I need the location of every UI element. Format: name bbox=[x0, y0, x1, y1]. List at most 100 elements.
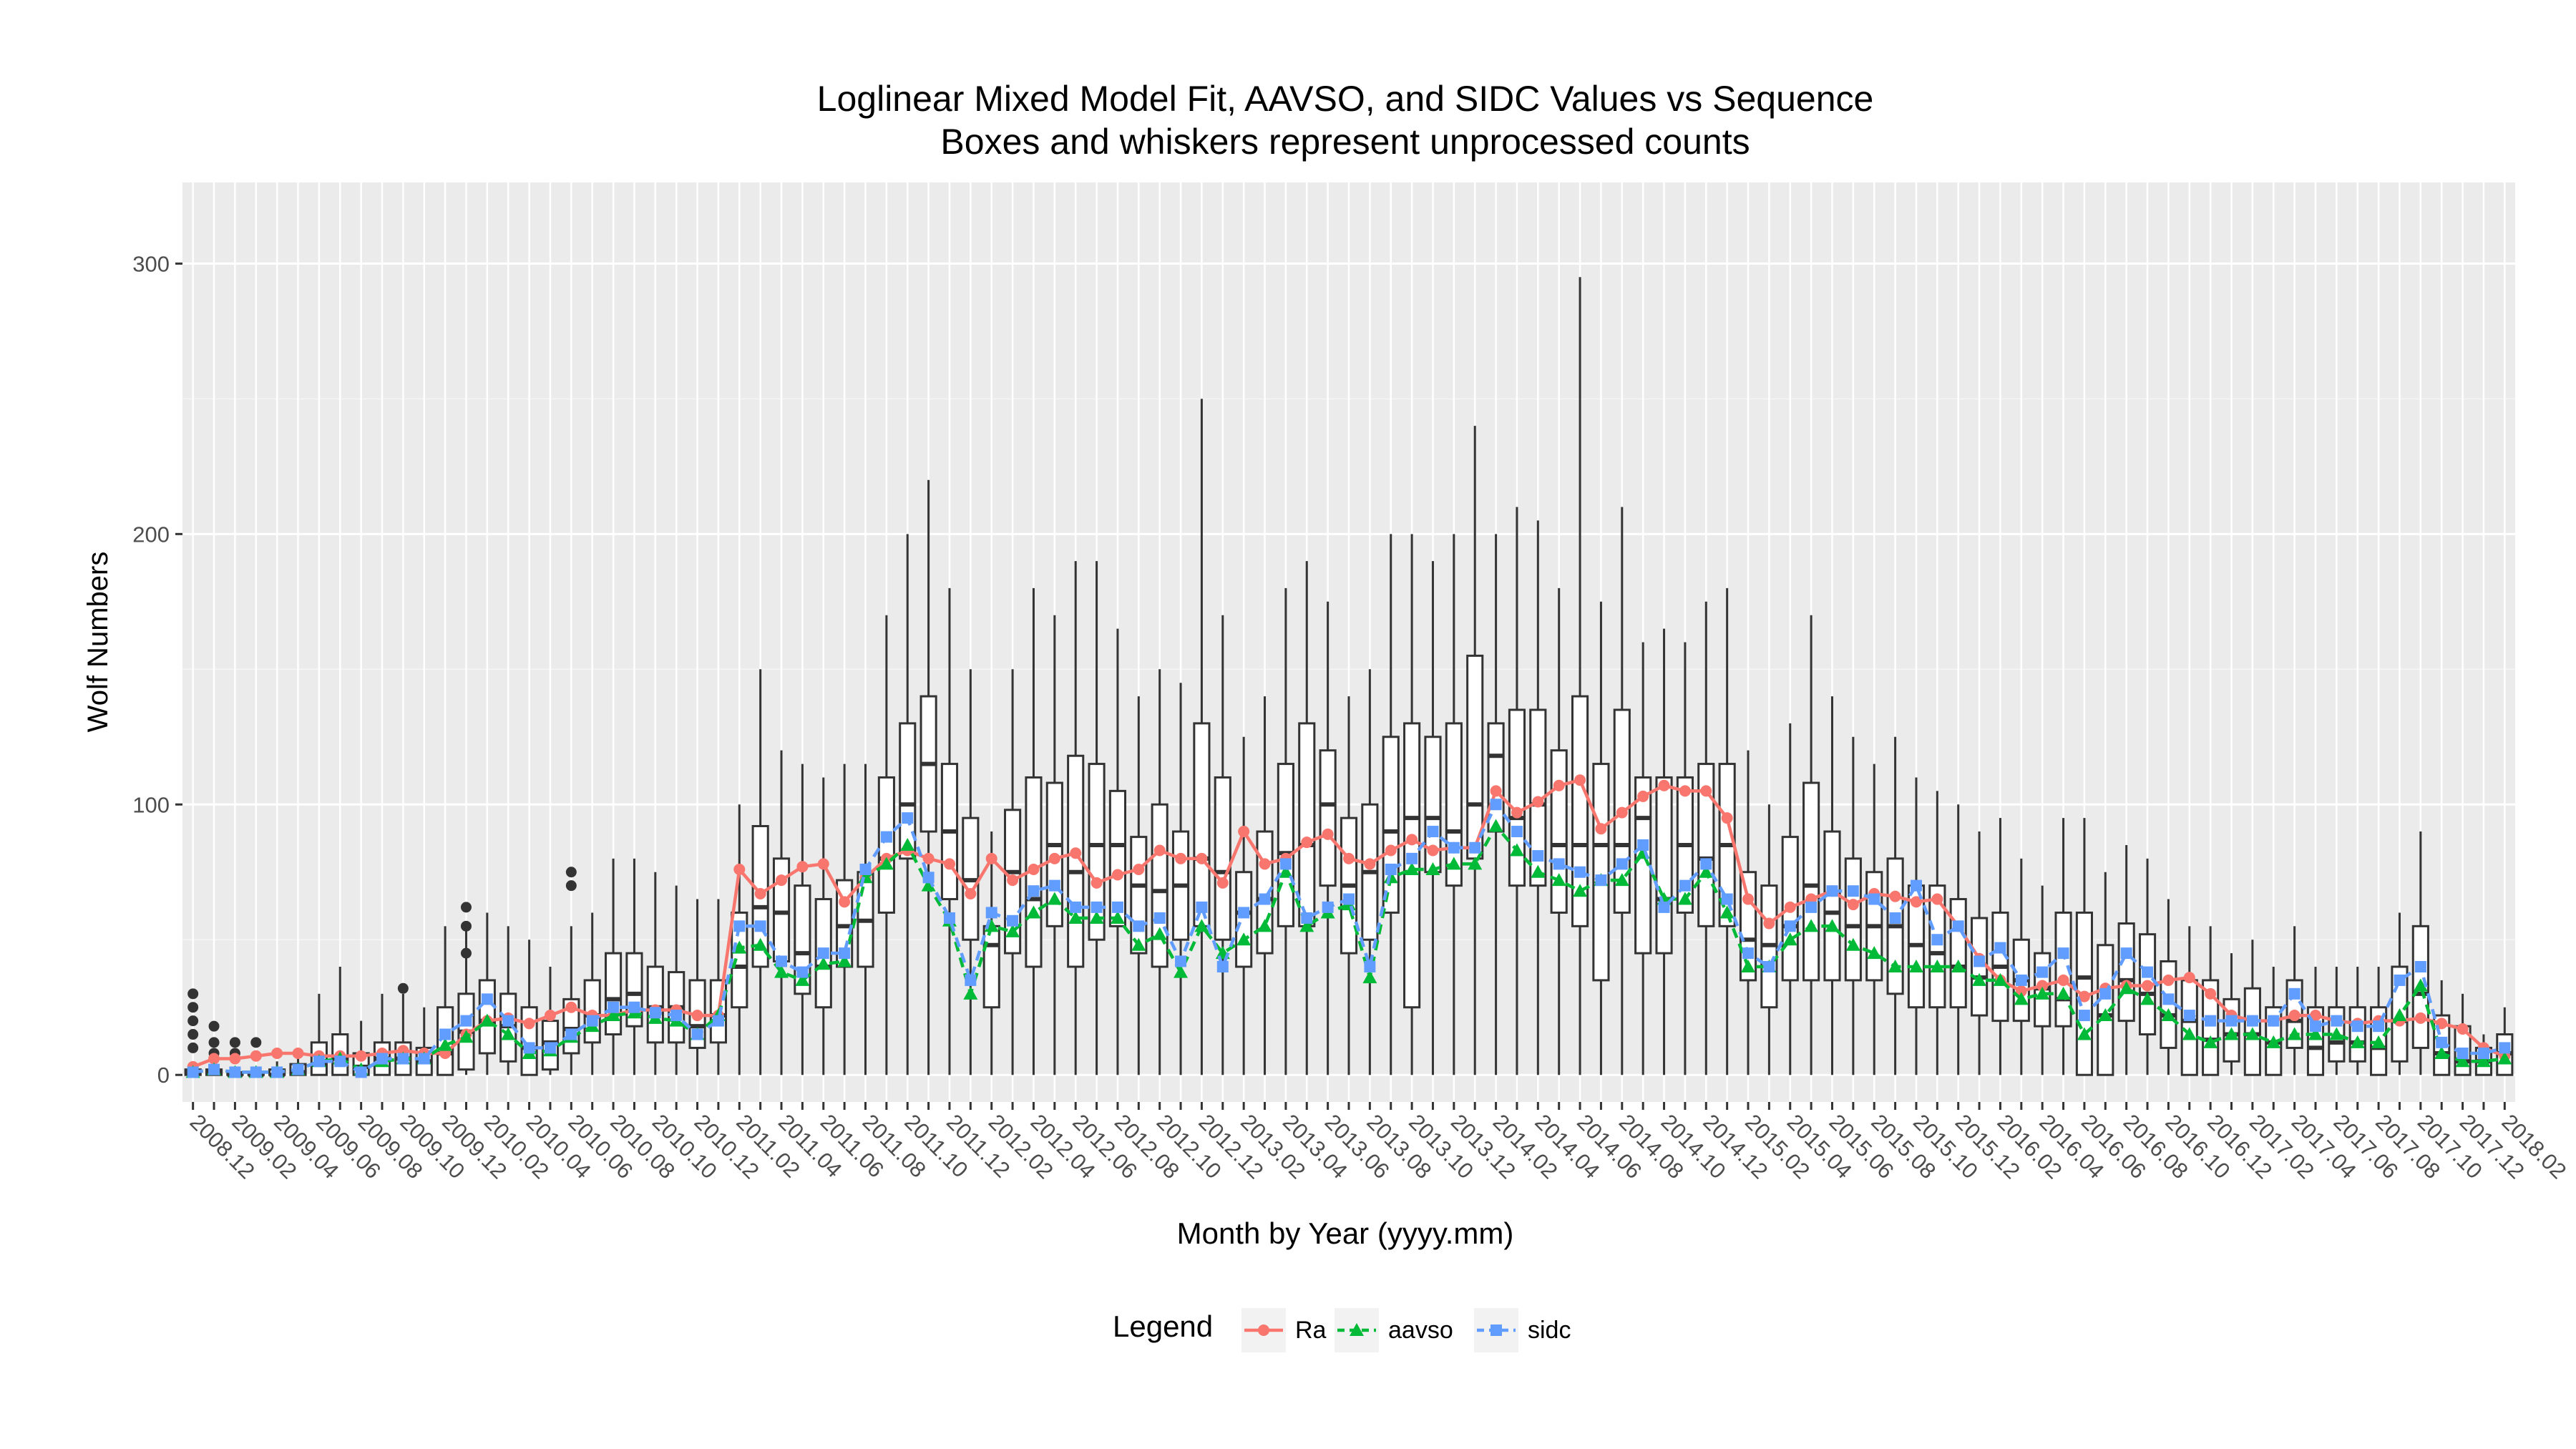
series-point-aavso bbox=[2287, 1027, 2302, 1040]
series-point-ra bbox=[733, 863, 746, 875]
series-point-sidc bbox=[943, 912, 955, 924]
series-point-aavso bbox=[1825, 919, 1840, 932]
series-point-ra bbox=[776, 874, 788, 887]
series-point-ra bbox=[1742, 893, 1755, 905]
series-point-ra bbox=[1931, 893, 1943, 905]
series-point-ra bbox=[1091, 877, 1103, 889]
series-point-sidc bbox=[2499, 1042, 2511, 1054]
y-tick-label: 100 bbox=[132, 792, 170, 817]
series-point-sidc bbox=[1448, 841, 1460, 854]
series-point-sidc bbox=[1616, 858, 1628, 870]
series-point-sidc bbox=[2436, 1036, 2448, 1048]
series-point-sidc bbox=[1490, 799, 1502, 811]
series-point-aavso bbox=[2455, 1054, 2470, 1068]
series-point-sidc bbox=[902, 812, 914, 824]
series-point-sidc bbox=[922, 872, 935, 884]
series-point-aavso bbox=[479, 1013, 494, 1027]
series-point-aavso bbox=[963, 986, 978, 1000]
box bbox=[1382, 736, 1400, 914]
series-point-aavso bbox=[2329, 1027, 2344, 1040]
series-point-sidc bbox=[776, 955, 788, 967]
series-point-aavso bbox=[1026, 905, 1041, 919]
series-point-ra bbox=[839, 896, 851, 908]
series-point-aavso bbox=[1405, 862, 1420, 875]
series-point-sidc bbox=[376, 1053, 389, 1065]
series-point-sidc bbox=[733, 920, 746, 932]
series-point-sidc bbox=[1364, 961, 1376, 973]
series-point-ra bbox=[1532, 796, 1544, 808]
legend-marker-aavso bbox=[1350, 1323, 1364, 1336]
series-point-ra bbox=[1070, 847, 1082, 859]
series-point-aavso bbox=[1488, 819, 1503, 832]
series-point-aavso bbox=[2308, 1027, 2323, 1040]
series-point-ra bbox=[2015, 985, 2027, 997]
series-point-ra bbox=[1111, 869, 1123, 881]
series-point-aavso bbox=[2161, 1008, 2176, 1022]
series-point-sidc bbox=[2036, 966, 2049, 978]
series-point-aavso bbox=[1131, 937, 1146, 951]
series-point-aavso bbox=[2413, 978, 2428, 992]
box bbox=[1592, 763, 1610, 982]
series-point-sidc bbox=[397, 1053, 409, 1065]
series-point-sidc bbox=[1070, 901, 1082, 913]
series-point-sidc bbox=[1532, 850, 1544, 862]
series-point-sidc bbox=[859, 863, 872, 875]
series-point-aavso bbox=[1551, 873, 1566, 887]
series-point-aavso bbox=[1804, 919, 1819, 932]
series-point-ra bbox=[2457, 1023, 2469, 1035]
series-point-aavso bbox=[501, 1027, 516, 1040]
series-point-aavso bbox=[1908, 960, 1923, 973]
series-point-aavso bbox=[2182, 1027, 2197, 1040]
series-line-aavso bbox=[192, 823, 2505, 1074]
series-point-aavso bbox=[816, 957, 831, 970]
series-point-aavso bbox=[2476, 1054, 2491, 1068]
box bbox=[604, 952, 623, 1036]
box bbox=[1802, 781, 1820, 982]
box bbox=[982, 924, 1000, 1009]
series-point-sidc bbox=[1826, 885, 1838, 897]
series-point-ra bbox=[1322, 828, 1334, 840]
series-point-sidc bbox=[1111, 901, 1123, 913]
series-point-sidc bbox=[418, 1053, 430, 1065]
box bbox=[1193, 722, 1211, 927]
series-point-sidc bbox=[1259, 893, 1271, 905]
series-point-sidc bbox=[1784, 920, 1796, 932]
series-point-ra bbox=[1637, 790, 1649, 802]
series-point-aavso bbox=[753, 937, 768, 951]
series-point-ra bbox=[250, 1050, 262, 1062]
box bbox=[1277, 763, 1294, 927]
box bbox=[1466, 654, 1484, 860]
series-point-sidc bbox=[481, 993, 493, 1005]
y-axis: 0 100 200 300 bbox=[132, 251, 182, 1088]
outlier-point bbox=[187, 1029, 199, 1040]
series-point-ra bbox=[796, 861, 809, 873]
chart-title: Loglinear Mixed Model Fit, AAVSO, and SI… bbox=[817, 79, 1874, 119]
series-point-ra bbox=[292, 1047, 304, 1059]
outlier-point bbox=[208, 1037, 220, 1048]
series-point-ra bbox=[1048, 852, 1060, 864]
series-point-aavso bbox=[879, 857, 894, 870]
legend-label-aavso: aavso bbox=[1388, 1317, 1453, 1344]
series-point-ra bbox=[1910, 896, 1922, 908]
series-point-sidc bbox=[1553, 858, 1565, 870]
series-point-aavso bbox=[1278, 864, 1293, 878]
series-point-sidc bbox=[1238, 907, 1250, 919]
series-point-sidc bbox=[608, 1001, 620, 1013]
outlier-point bbox=[460, 902, 472, 913]
series-point-sidc bbox=[1511, 826, 1523, 838]
series-point-sidc bbox=[502, 1015, 514, 1027]
series-point-aavso bbox=[1152, 927, 1167, 940]
series-point-ra bbox=[544, 1010, 556, 1022]
series-point-ra bbox=[1343, 852, 1355, 864]
series-point-aavso bbox=[1699, 864, 1714, 878]
series-point-sidc bbox=[1574, 866, 1586, 878]
outlier-point bbox=[187, 1015, 199, 1027]
series-point-sidc bbox=[1427, 826, 1439, 838]
series-point-sidc bbox=[1637, 839, 1649, 851]
outlier-point bbox=[565, 880, 577, 892]
series-point-sidc bbox=[2015, 974, 2027, 986]
series-point-aavso bbox=[438, 1038, 453, 1051]
series-point-aavso bbox=[1174, 965, 1189, 978]
series-point-sidc bbox=[880, 831, 892, 843]
series-point-sidc bbox=[565, 1028, 577, 1040]
